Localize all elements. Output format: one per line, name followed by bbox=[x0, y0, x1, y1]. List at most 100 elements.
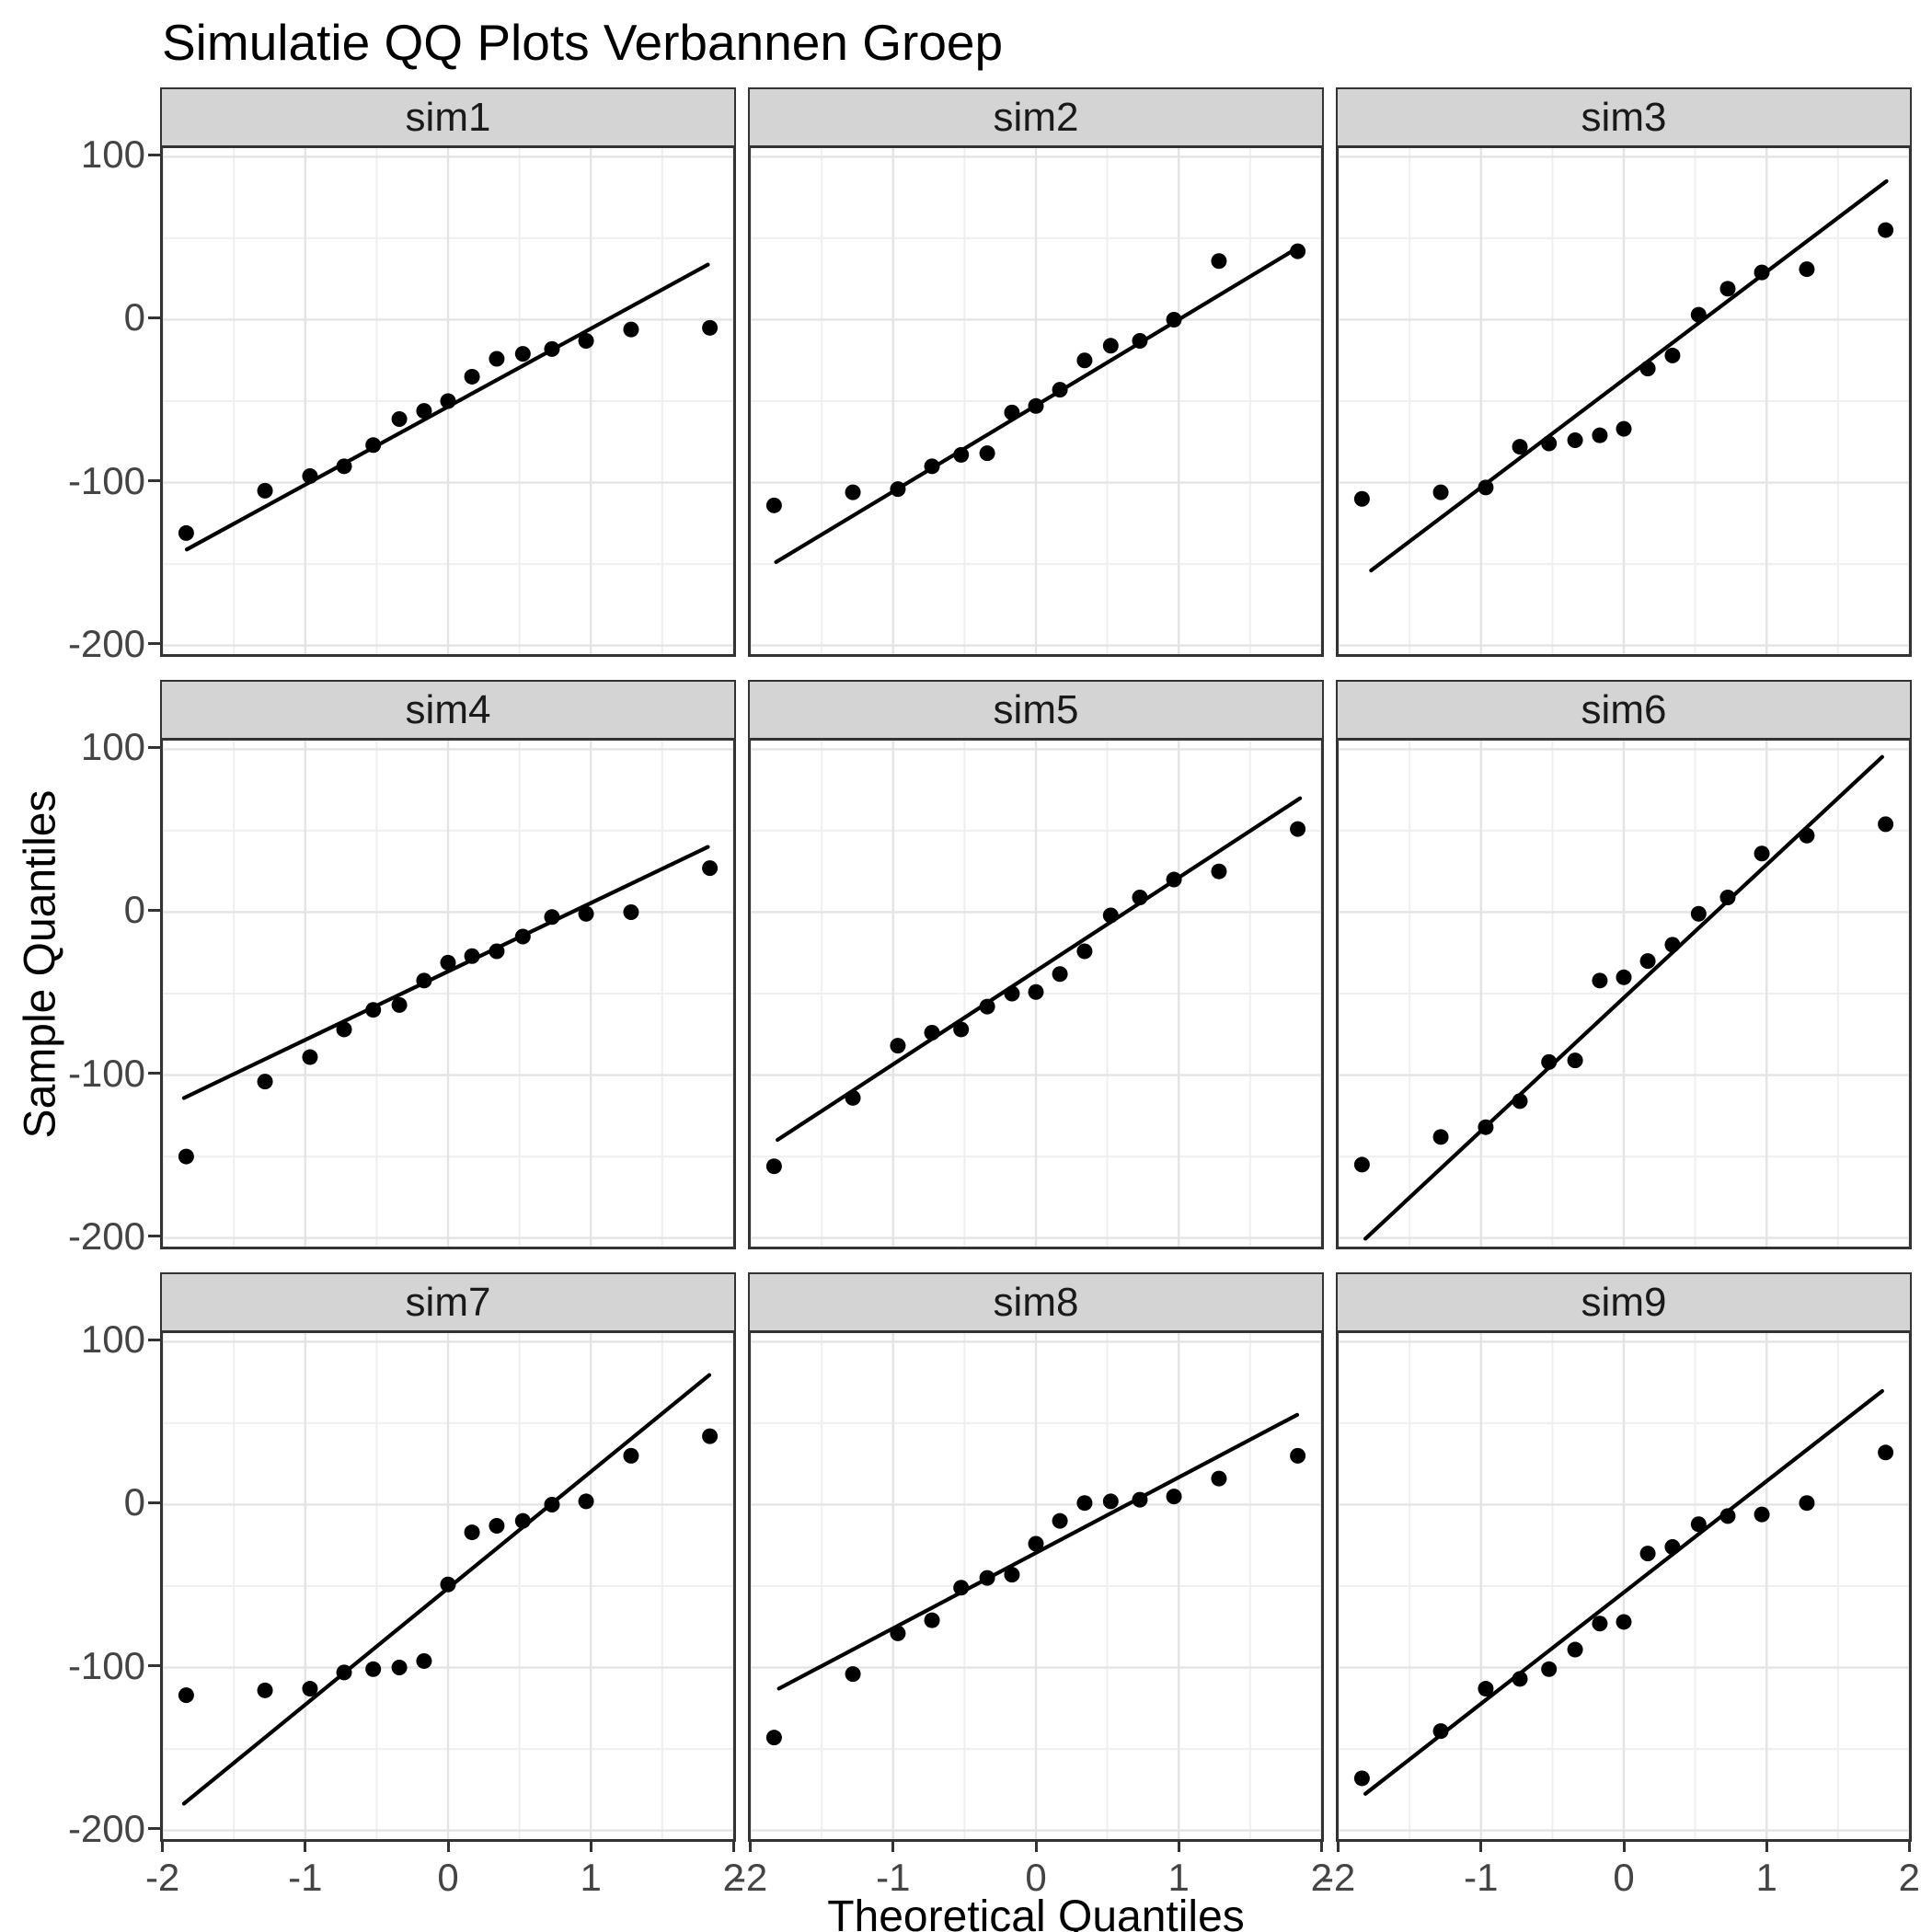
data-point bbox=[924, 458, 940, 475]
x-tick-mark bbox=[446, 1840, 450, 1852]
data-point bbox=[1028, 983, 1044, 1000]
x-tick-mark bbox=[891, 1840, 895, 1852]
qq-line bbox=[776, 1412, 1300, 1691]
data-point bbox=[1799, 827, 1815, 844]
x-tick-label: 0 bbox=[1613, 1856, 1635, 1899]
data-point bbox=[1004, 1567, 1020, 1583]
data-point bbox=[257, 1682, 273, 1698]
data-point bbox=[1541, 435, 1558, 452]
qq-points bbox=[178, 319, 719, 541]
data-point bbox=[1052, 966, 1068, 983]
data-point bbox=[178, 524, 194, 541]
data-point bbox=[1799, 1495, 1815, 1512]
facet-strip: sim4 bbox=[160, 680, 736, 738]
qq-panel-sim4 bbox=[160, 738, 736, 1249]
data-point bbox=[514, 346, 531, 362]
data-point bbox=[302, 467, 318, 484]
data-point bbox=[845, 1089, 861, 1106]
data-point bbox=[623, 903, 639, 920]
facet-strip: sim2 bbox=[748, 87, 1324, 145]
data-point bbox=[1432, 1129, 1449, 1145]
data-point bbox=[890, 1625, 906, 1641]
data-point bbox=[1719, 281, 1736, 297]
x-tick-mark bbox=[1479, 1840, 1483, 1852]
data-point bbox=[1664, 347, 1681, 363]
y-tick-label: 100 bbox=[80, 132, 145, 177]
data-point bbox=[1132, 890, 1148, 906]
facet-strip-label: sim9 bbox=[1581, 1279, 1667, 1325]
y-tick-label: 100 bbox=[80, 725, 145, 769]
facet-strip-label: sim2 bbox=[993, 94, 1079, 140]
panel-border bbox=[748, 145, 1324, 657]
data-point bbox=[1592, 1616, 1608, 1632]
data-point bbox=[1102, 907, 1119, 924]
qq-panel-sim6 bbox=[1336, 738, 1912, 1249]
qq-line bbox=[181, 845, 710, 1100]
data-point bbox=[544, 1496, 560, 1512]
x-tick-label: 2 bbox=[722, 1856, 745, 1899]
data-point bbox=[464, 368, 480, 385]
data-point bbox=[1878, 222, 1894, 238]
data-point bbox=[1478, 479, 1494, 496]
data-point bbox=[702, 1428, 719, 1444]
y-tick-mark bbox=[148, 153, 160, 156]
data-point bbox=[578, 1493, 594, 1510]
qq-line bbox=[1363, 754, 1884, 1241]
data-point bbox=[365, 1661, 382, 1677]
x-tick-label: -1 bbox=[288, 1856, 323, 1899]
data-point bbox=[845, 484, 861, 500]
facet-strip: sim1 bbox=[160, 87, 736, 145]
facet-strip-label: sim7 bbox=[405, 1279, 491, 1325]
data-point bbox=[623, 1447, 639, 1464]
data-point bbox=[1512, 1671, 1528, 1687]
panel-border bbox=[160, 738, 736, 1249]
data-point bbox=[365, 437, 382, 454]
facet-strip-label: sim4 bbox=[405, 686, 491, 732]
y-tick-mark bbox=[148, 479, 160, 483]
data-point bbox=[1690, 1516, 1707, 1533]
data-point bbox=[416, 403, 432, 420]
data-point bbox=[1799, 261, 1815, 278]
data-point bbox=[1719, 1508, 1736, 1524]
data-point bbox=[178, 1148, 194, 1165]
data-point bbox=[1166, 871, 1182, 888]
data-point bbox=[1290, 821, 1306, 837]
data-point bbox=[257, 1074, 273, 1090]
data-point bbox=[1639, 953, 1656, 970]
data-point bbox=[416, 1652, 432, 1669]
x-tick-mark bbox=[1622, 1840, 1626, 1852]
facet-sim8: sim8 bbox=[748, 1272, 1324, 1844]
y-tick-label: -100 bbox=[67, 1051, 145, 1095]
data-point bbox=[765, 497, 782, 513]
y-tick-mark bbox=[148, 642, 160, 646]
data-point bbox=[1076, 352, 1093, 369]
y-tick-mark bbox=[148, 1235, 160, 1238]
data-point bbox=[336, 458, 352, 475]
facet-strip-label: sim5 bbox=[993, 686, 1079, 732]
qq-points bbox=[1353, 816, 1894, 1173]
qq-points bbox=[765, 821, 1306, 1175]
data-point bbox=[1004, 985, 1020, 1002]
y-tick-label: 0 bbox=[123, 295, 145, 339]
data-point bbox=[702, 319, 719, 336]
x-tick-mark bbox=[1765, 1840, 1768, 1852]
data-point bbox=[1690, 905, 1707, 922]
data-point bbox=[1353, 1770, 1370, 1787]
facet-strip: sim9 bbox=[1336, 1272, 1912, 1330]
x-tick-mark bbox=[304, 1840, 307, 1852]
data-point bbox=[765, 1158, 782, 1175]
data-point bbox=[489, 1517, 505, 1534]
qq-panel-sim7 bbox=[160, 1330, 736, 1842]
data-point bbox=[1616, 420, 1632, 437]
data-point bbox=[924, 1612, 940, 1628]
data-point bbox=[391, 1660, 408, 1676]
data-point bbox=[578, 332, 594, 349]
data-point bbox=[924, 1024, 940, 1041]
data-point bbox=[1290, 243, 1306, 259]
plot-title: Simulatie QQ Plots Verbannen Groep bbox=[162, 14, 1004, 71]
x-tick-mark bbox=[731, 1840, 735, 1852]
facet-sim5: sim5 bbox=[748, 680, 1324, 1251]
data-point bbox=[1878, 816, 1894, 833]
x-tick-mark bbox=[1337, 1840, 1340, 1852]
